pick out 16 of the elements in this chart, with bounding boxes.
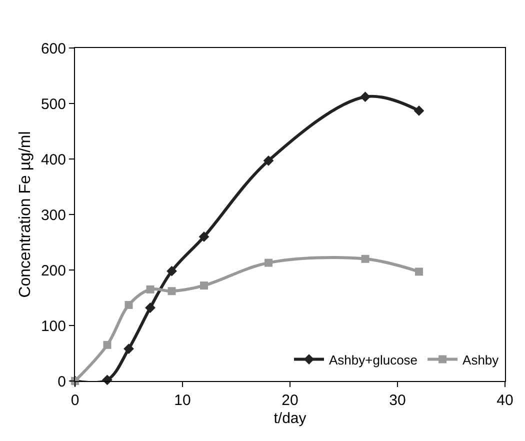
x-tick-label: 20 (282, 392, 298, 409)
x-tick-label: 10 (174, 392, 191, 409)
y-tick-label: 300 (40, 206, 66, 224)
x-tick-label: 0 (70, 392, 80, 409)
x-tick-label: 40 (496, 392, 514, 409)
legend-label: Ashby+glucose (329, 352, 418, 368)
legend-label: Ashby (462, 352, 500, 368)
y-tick-label: 200 (40, 262, 66, 280)
y-tick-label: 500 (40, 96, 66, 113)
y-axis-title: Concentration Fe µg/ml (16, 131, 34, 298)
y-tick-label: 600 (40, 40, 66, 58)
y-tick-label: 0 (58, 373, 66, 390)
x-axis-title: t/day (274, 410, 307, 427)
y-tick-label: 100 (40, 318, 66, 335)
x-tick-label: 30 (389, 392, 406, 409)
y-tick-label: 400 (40, 151, 66, 168)
